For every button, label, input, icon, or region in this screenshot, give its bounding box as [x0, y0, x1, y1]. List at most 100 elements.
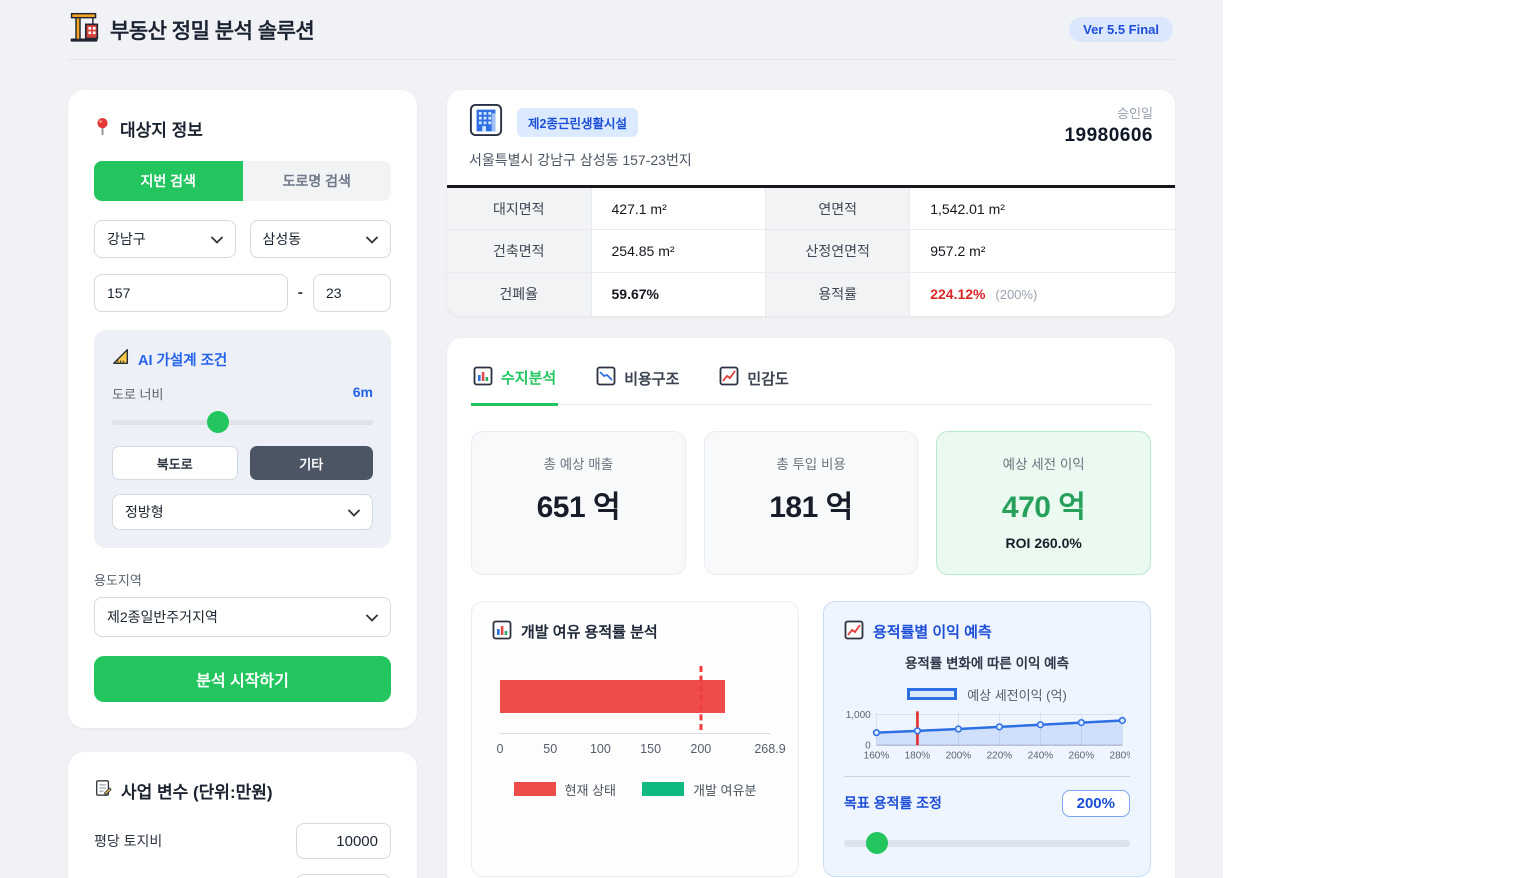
tab-road-name-search[interactable]: 도로명 검색	[242, 161, 391, 201]
analysis-card: 수지분석 비용구조	[447, 337, 1175, 878]
slider-track	[844, 839, 1130, 847]
table-row: 건축면적 254.85 m² 산정연면적 957.2 m²	[447, 229, 1175, 273]
etc-button[interactable]: 기타	[249, 446, 373, 480]
chart-down-icon	[596, 366, 616, 390]
stat-total-revenue: 총 예상 매출 651 억	[471, 430, 686, 575]
property-card: 제2종근린생활시설 서울특별시 강남구 삼성동 157-23번지 승인일 199…	[447, 90, 1175, 316]
biz-row-land-cost: 평당 토지비	[94, 823, 391, 859]
profit-line-chart: 0 1,000 160% 180% 200% 220% 240% 260% 280%	[846, 710, 1130, 762]
build-cost-input[interactable]	[296, 874, 391, 878]
pin-icon	[94, 117, 111, 141]
north-road-button[interactable]: 북도로	[112, 446, 238, 480]
svg-text:1,000: 1,000	[846, 710, 871, 721]
table-row: 대지면적 427.1 m² 연면적 1,542.01 m²	[447, 186, 1175, 230]
green-swatch	[642, 782, 685, 796]
site-info-heading: 대상지 정보	[94, 116, 391, 141]
chart-up-icon	[719, 366, 739, 390]
divider	[844, 775, 1130, 777]
page-title: 부동산 정밀 분석 솔루션	[110, 19, 315, 43]
far-value: 224.12%	[930, 286, 986, 303]
approval-date-value: 19980606	[1064, 125, 1153, 146]
property-table: 대지면적 427.1 m² 연면적 1,542.01 m² 건축면적 254.8…	[447, 185, 1175, 316]
chevron-down-icon	[210, 231, 223, 247]
slider-thumb[interactable]	[206, 411, 229, 433]
target-far-value: 200%	[1061, 789, 1130, 817]
start-analysis-button[interactable]: 분석 시작하기	[94, 656, 391, 702]
far-chart-title: 개발 여유 용적률 분석	[492, 620, 778, 644]
bar-chart-icon	[473, 366, 493, 390]
axis-tick-label: 200	[690, 741, 712, 756]
roi-value: ROI 260.0%	[1005, 534, 1082, 551]
lot-sub-input[interactable]	[313, 274, 391, 312]
target-far-label: 목표 용적률 조정	[844, 795, 942, 812]
road-width-value: 6m	[352, 384, 373, 400]
land-cost-input[interactable]	[296, 823, 391, 859]
sidebar: 대상지 정보 지번 검색 도로명 검색 강남구 삼성동	[68, 90, 417, 878]
svg-text:180%: 180%	[905, 750, 931, 761]
legend-current-state: 현재 상태	[513, 780, 616, 799]
bar-chart-icon	[492, 620, 512, 644]
zone-select[interactable]: 제2종일반주거지역	[94, 597, 391, 637]
biz-row-build-cost: 평당 지상 건축비	[94, 874, 391, 878]
district-select[interactable]: 강남구	[94, 220, 236, 258]
building-icon	[469, 103, 503, 142]
tab-cost-structure[interactable]: 비용구조	[594, 362, 681, 404]
stat-total-cost: 총 투입 비용 181 억	[703, 430, 919, 575]
road-width-label: 도로 너비	[112, 387, 164, 402]
version-badge: Ver 5.5 Final	[1069, 17, 1173, 42]
far-limit-line	[699, 665, 703, 730]
triangle-ruler-icon	[112, 348, 130, 370]
business-variables-card: 사업 변수 (단위:만원) 평당 토지비 평당 지상 건축비 평당 분양가	[68, 752, 417, 878]
far-limit-value: (200%)	[995, 287, 1038, 303]
site-info-card: 대상지 정보 지번 검색 도로명 검색 강남구 삼성동	[68, 90, 417, 728]
red-swatch	[513, 782, 556, 796]
approval-date-label: 승인일	[1117, 106, 1153, 121]
app-root: 부동산 정밀 분석 솔루션 Ver 5.5 Final 대상지 정보	[0, 0, 1223, 878]
svg-text:220%: 220%	[987, 750, 1013, 761]
app-header: 부동산 정밀 분석 솔루션 Ver 5.5 Final	[0, 0, 1223, 57]
property-address: 서울특별시 강남구 삼성동 157-23번지	[469, 152, 692, 168]
header-divider	[68, 59, 1175, 60]
axis-tick-label: 0	[496, 741, 504, 756]
profit-chart-card: 용적률별 이익 예측 용적률 변화에 따른 이익 예측 예상 세전이익 (억) …	[823, 600, 1151, 877]
axis-tick-label: 100	[589, 741, 611, 756]
table-row: 건폐율 59.67% 용적률 224.12% (200%)	[447, 272, 1175, 316]
slider-thumb[interactable]	[865, 831, 888, 854]
lot-main-input[interactable]	[94, 274, 288, 312]
legend-development-margin: 개발 여유분	[642, 780, 756, 799]
current-far-bar	[500, 679, 726, 713]
tab-profit-analysis[interactable]: 수지분석	[471, 362, 559, 406]
stats-row: 총 예상 매출 651 억 총 투입 비용 181 억 예상 세전 이익 470…	[471, 430, 1152, 575]
building-type-badge: 제2종근린생활시설	[517, 108, 638, 137]
search-mode-tabs: 지번 검색 도로명 검색	[94, 161, 391, 201]
svg-text:240%: 240%	[1028, 750, 1054, 761]
dong-select[interactable]: 삼성동	[249, 220, 391, 258]
stat-pretax-profit: 예상 세전 이익 470 억 ROI 260.0%	[936, 430, 1152, 575]
svg-text:260%: 260%	[1069, 750, 1095, 761]
crane-logo-icon	[68, 11, 100, 48]
lot-shape-select[interactable]: 정방형	[112, 494, 373, 530]
business-variables-heading: 사업 변수 (단위:만원)	[94, 778, 391, 803]
chevron-down-icon	[366, 609, 378, 625]
main-content: 제2종근린생활시설 서울특별시 강남구 삼성동 157-23번지 승인일 199…	[447, 90, 1175, 878]
axis-tick-label: 268.9	[754, 741, 786, 756]
axis-tick-label: 150	[640, 741, 662, 756]
ai-design-panel: AI 가설계 조건 도로 너비 6m 북도로 기타	[94, 330, 391, 548]
tab-sensitivity[interactable]: 민감도	[717, 362, 790, 404]
svg-text:280%: 280%	[1110, 750, 1130, 761]
far-chart-legend: 현재 상태 개발 여유분	[492, 780, 778, 799]
road-width-slider[interactable]	[112, 411, 373, 433]
profit-chart-legend: 예상 세전이익 (억)	[844, 685, 1130, 704]
zone-label: 용도지역	[94, 573, 142, 588]
target-far-slider[interactable]	[844, 831, 1130, 854]
tab-jibun-search[interactable]: 지번 검색	[94, 161, 243, 201]
analysis-tabs: 수지분석 비용구조	[471, 362, 1151, 406]
profit-chart-title: 용적률별 이익 예측	[844, 620, 1130, 644]
blue-line-swatch	[907, 688, 958, 700]
chart-up-icon	[844, 620, 864, 644]
svg-text:200%: 200%	[946, 750, 972, 761]
slider-track	[112, 420, 373, 425]
svg-text:0: 0	[865, 740, 871, 751]
axis-tick-label: 50	[543, 741, 558, 756]
svg-text:160%: 160%	[864, 750, 890, 761]
